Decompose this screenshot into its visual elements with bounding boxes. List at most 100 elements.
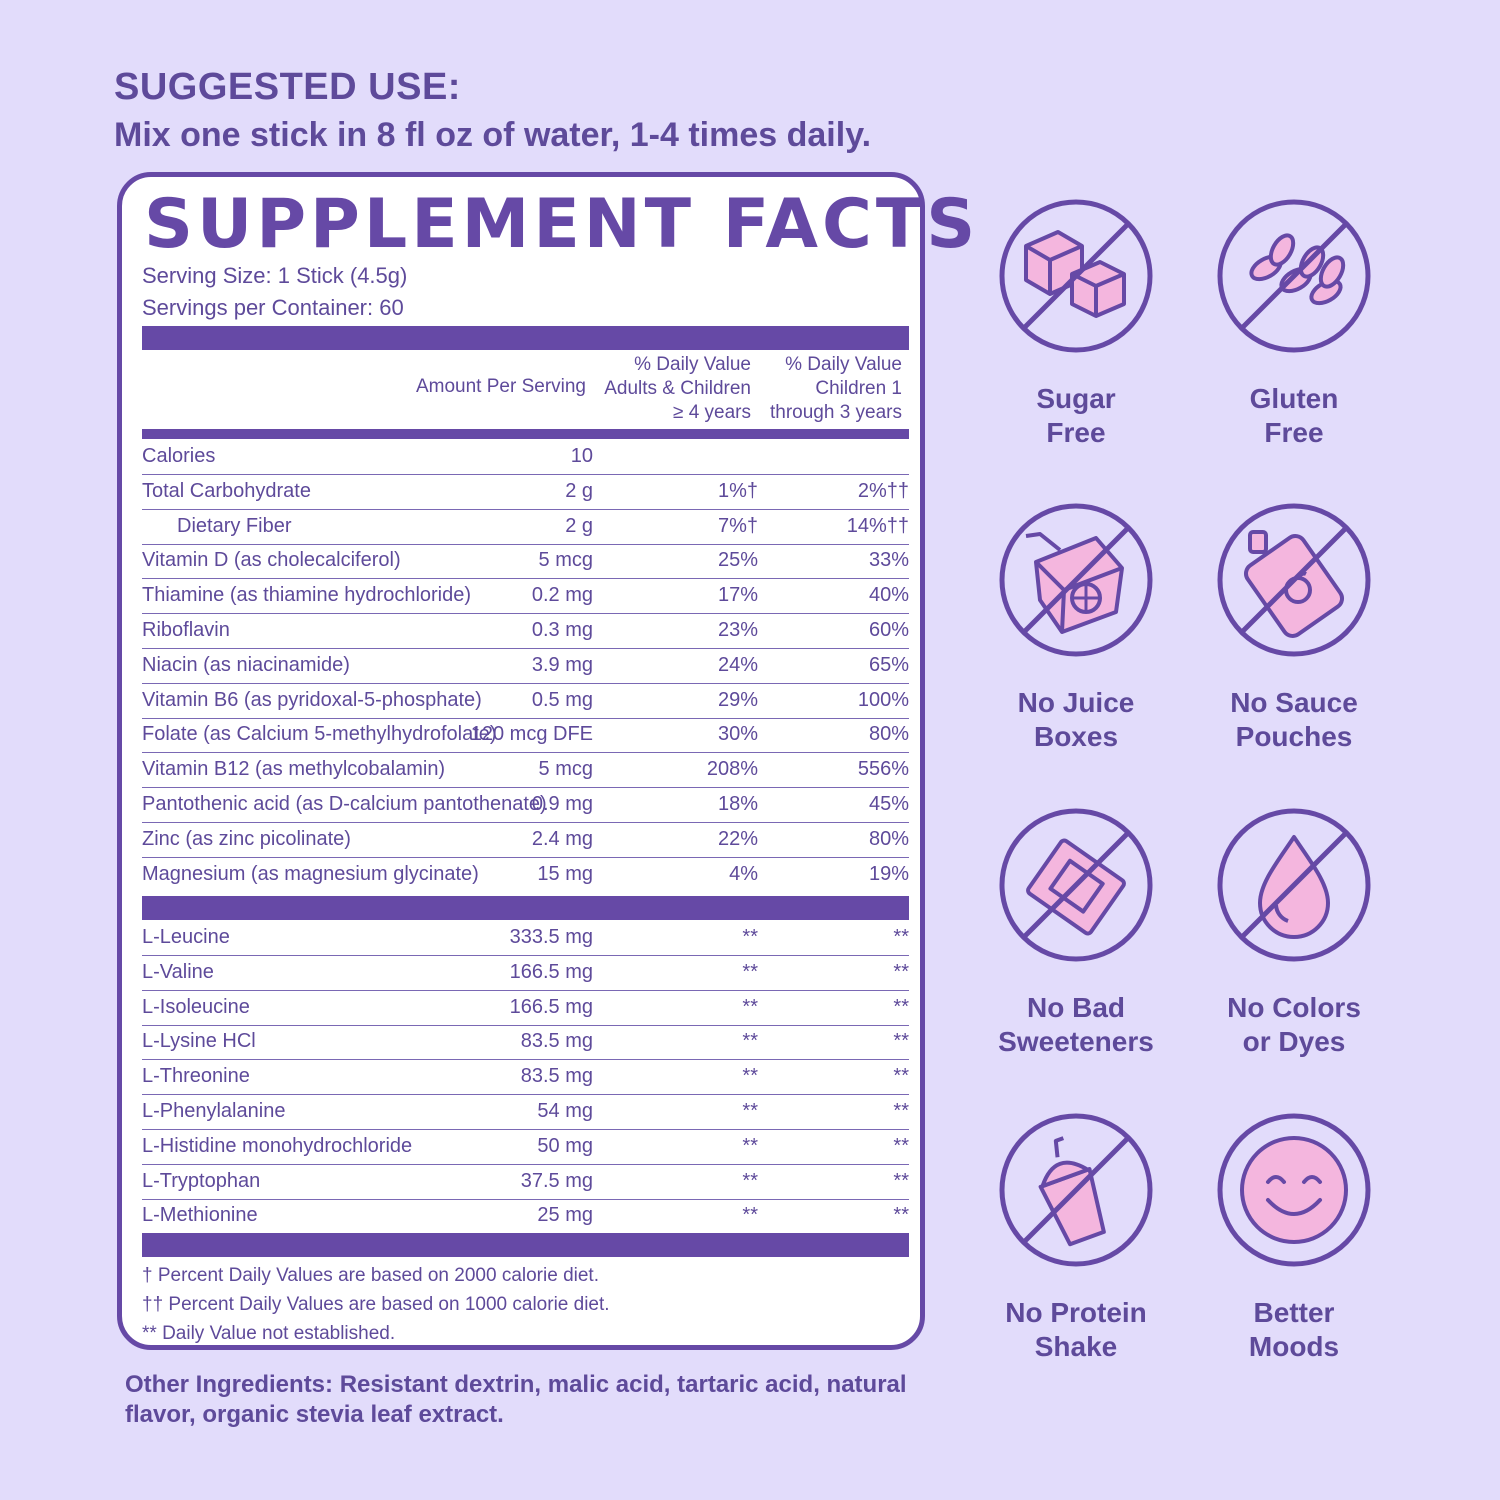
table-row: Vitamin B12 (as methylcobalamin) 5 mcg 208… bbox=[142, 753, 909, 789]
dv-children: 556% bbox=[857, 758, 909, 781]
dv-children: ** bbox=[893, 1030, 909, 1053]
dv-adults: 7%† bbox=[717, 514, 758, 537]
amount-per-serving: 37.5 mg bbox=[520, 1169, 593, 1192]
dv-adults: ** bbox=[742, 1100, 758, 1122]
nutrient-name: L-Lysine HCl bbox=[142, 1030, 256, 1053]
dv-adults: 24% bbox=[717, 653, 758, 676]
amount-per-serving: 0.5 mg bbox=[531, 688, 593, 711]
amount-per-serving: 2 g bbox=[565, 514, 593, 537]
table-row: Thiamine (as thiamine hydrochloride) 0.2 … bbox=[142, 579, 909, 615]
dv-adults: 18% bbox=[717, 793, 758, 815]
amount-per-serving: 5 mcg bbox=[538, 549, 593, 572]
amount-per-serving: 3.9 mg bbox=[531, 653, 593, 676]
amount-per-serving: 10 bbox=[570, 445, 593, 467]
table-row: Riboflavin 0.3 mg 23% 60% bbox=[142, 614, 909, 649]
footnote-double-dagger: †† Percent Daily Values are based on 100… bbox=[142, 1294, 610, 1315]
dv-children: ** bbox=[893, 1100, 909, 1122]
thick-divider bbox=[142, 1233, 909, 1257]
dv-children: ** bbox=[893, 1169, 909, 1192]
nutrient-name: Total Carbohydrate bbox=[142, 479, 311, 502]
table-row: L-Phenylalanine 54 mg ** ** bbox=[142, 1095, 909, 1130]
dv-adults: 208% bbox=[706, 758, 758, 781]
amount-per-serving: 15 mg bbox=[537, 862, 593, 885]
nutrient-name: Zinc (as zinc picolinate) bbox=[142, 827, 351, 850]
dv-children: 14%†† bbox=[846, 514, 909, 537]
dv-adults: ** bbox=[742, 1134, 758, 1157]
table-row: L-Isoleucine 166.5 mg ** ** bbox=[142, 991, 909, 1026]
dv-adults: ** bbox=[742, 926, 758, 948]
amount-per-serving: 0.3 mg bbox=[531, 619, 593, 641]
badge-label: Better Moods bbox=[1248, 1297, 1340, 1362]
sugar-cubes-icon bbox=[999, 199, 1153, 353]
badge-label: Gluten Free bbox=[1249, 383, 1339, 448]
badge-label: No Protein Shake bbox=[1005, 1297, 1147, 1362]
sauce-pouch-icon bbox=[1217, 503, 1371, 657]
nutrient-name: Calories bbox=[142, 445, 216, 467]
amount-per-serving: 54 mg bbox=[537, 1100, 593, 1122]
servings-per-container: Servings per Container: 60 bbox=[142, 295, 404, 320]
badge-no-sauce-pouches: No Sauce Pouches bbox=[1184, 500, 1404, 754]
amount-per-serving: 0.2 mg bbox=[531, 584, 593, 607]
table-row: L-Lysine HCl 83.5 mg ** ** bbox=[142, 1025, 909, 1061]
footnote-dagger: † Percent Daily Values are based on 2000… bbox=[142, 1265, 599, 1286]
badge-no-colors-or-dyes: No Colors or Dyes bbox=[1184, 805, 1404, 1059]
nutrient-name: Riboflavin bbox=[142, 619, 230, 641]
suggested-use-text: Mix one stick in 8 fl oz of water, 1-4 t… bbox=[114, 116, 872, 154]
supplement-facts-title: SUPPLEMENT FACTS bbox=[144, 185, 980, 264]
smiley-face-icon bbox=[1217, 1113, 1371, 1267]
dv-children: 40% bbox=[868, 584, 909, 607]
serving-size: Serving Size: 1 Stick (4.5g) bbox=[142, 263, 408, 288]
table-row: L-Histidine monohydrochloride 50 mg ** ** bbox=[142, 1130, 909, 1165]
dv-children: 19% bbox=[868, 862, 909, 885]
amount-per-serving: 0.9 mg bbox=[531, 793, 593, 815]
nutrient-name: L-Histidine monohydrochloride bbox=[142, 1134, 413, 1157]
dv-adults: ** bbox=[742, 1204, 758, 1227]
protein-shaker-icon bbox=[999, 1113, 1153, 1267]
dv-adults: 29% bbox=[717, 688, 758, 711]
table-row: Total Carbohydrate 2 g 1%† 2%†† bbox=[142, 475, 909, 510]
dv-children: ** bbox=[893, 1134, 909, 1157]
dv-children: ** bbox=[893, 926, 909, 948]
thick-divider bbox=[142, 326, 909, 350]
dv-children: 60% bbox=[868, 619, 909, 641]
juice-box-icon bbox=[999, 503, 1153, 657]
amount-per-serving: 50 mg bbox=[537, 1134, 593, 1157]
badge-label: No Juice Boxes bbox=[1017, 687, 1135, 752]
supplement-facts-panel: SUPPLEMENT FACTS Serving Size: 1 Stick (… bbox=[117, 172, 975, 1350]
dv-children: 2%†† bbox=[857, 479, 909, 502]
nutrient-name: Vitamin D (as cholecalciferol) bbox=[142, 549, 401, 572]
table-row: Pantothenic acid (as D-calcium pantothen… bbox=[142, 788, 909, 823]
table-row: Vitamin D (as cholecalciferol) 5 mcg 25% 33… bbox=[142, 544, 909, 580]
nutrient-name: Vitamin B6 (as pyridoxal-5-phosphate) bbox=[142, 688, 482, 711]
other-ingredients: Other Ingredients: Resistant dextrin, ma… bbox=[125, 1371, 907, 1428]
table-row: L-Leucine 333.5 mg ** ** bbox=[142, 921, 909, 956]
amount-per-serving: 333.5 mg bbox=[509, 926, 593, 948]
nutrient-name: Magnesium (as magnesium glycinate) bbox=[142, 862, 479, 885]
nutrient-name: Niacin (as niacinamide) bbox=[142, 653, 350, 676]
dv-adults: ** bbox=[742, 1030, 758, 1053]
col-head-dv-children: % Daily Value Children 1 through 3 years bbox=[769, 354, 902, 423]
amount-per-serving: 5 mcg bbox=[538, 758, 593, 781]
nutrient-name: L-Valine bbox=[142, 960, 214, 983]
table-row: Vitamin B6 (as pyridoxal-5-phosphate) 0.5… bbox=[142, 684, 909, 719]
amount-per-serving: 166.5 mg bbox=[509, 995, 593, 1018]
dv-children: ** bbox=[893, 1065, 909, 1088]
dv-adults: 23% bbox=[717, 619, 758, 641]
badge-gluten-free: Gluten Free bbox=[1184, 196, 1404, 450]
dv-adults: 22% bbox=[717, 827, 758, 850]
wheat-icon bbox=[1217, 199, 1371, 353]
dv-children: 33% bbox=[868, 549, 909, 572]
nutrient-name: L-Leucine bbox=[142, 926, 230, 948]
nutrient-name: Vitamin B12 (as methylcobalamin) bbox=[142, 758, 446, 781]
dv-children: 80% bbox=[868, 723, 909, 746]
dv-adults: ** bbox=[742, 960, 758, 983]
suggested-use-heading: SUGGESTED USE: bbox=[114, 66, 461, 108]
table-row: Dietary Fiber 2 g 7%† 14%†† bbox=[142, 510, 909, 545]
nutrient-name: Dietary Fiber bbox=[177, 514, 292, 537]
col-head-amount: Amount Per Serving bbox=[415, 376, 586, 397]
table-row: L-Valine 166.5 mg ** ** bbox=[142, 956, 909, 991]
dv-adults: 1%† bbox=[717, 479, 758, 502]
dv-adults: ** bbox=[742, 995, 758, 1018]
table-row: L-Tryptophan 37.5 mg ** ** bbox=[142, 1165, 909, 1200]
badge-label: Sugar Free bbox=[1036, 383, 1116, 448]
